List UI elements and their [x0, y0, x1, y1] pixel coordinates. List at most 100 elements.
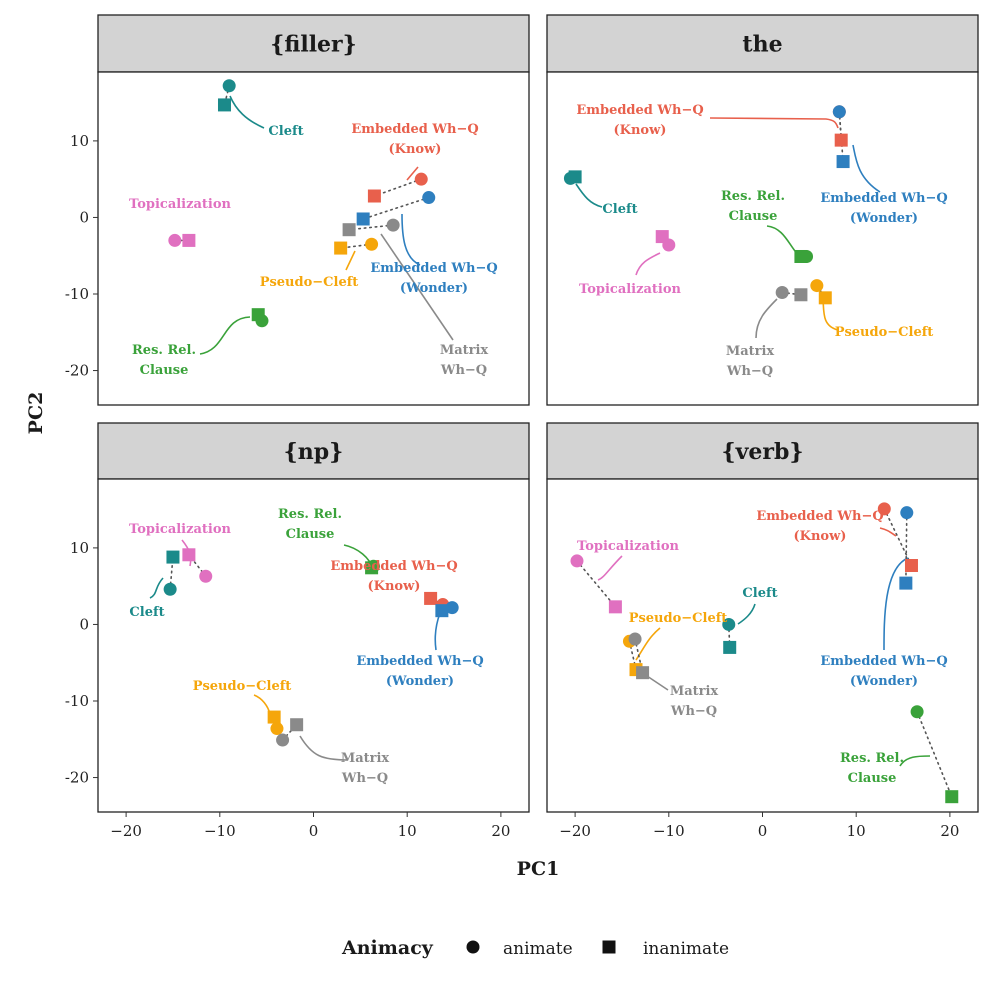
y-tick-label: 0 [79, 615, 89, 633]
embedded-wh-q-know-inanimate-point [834, 133, 848, 147]
res-rel-clause-pair-connector [916, 710, 953, 798]
embedded-wh-q-wonder-leader-line [401, 213, 421, 266]
matrix-wh-q-label: Matrix Wh−Q [341, 751, 390, 786]
y-tick-label: 0 [79, 208, 89, 226]
matrix-wh-q-label-line: Wh−Q [726, 364, 773, 379]
cleft-inanimate-point [723, 640, 737, 654]
embedded-wh-q-know-pair-connector [883, 508, 913, 567]
topicalization-label-line: Topicalization [129, 522, 232, 537]
embedded-wh-q-wonder-label-line: Embedded Wh−Q [370, 261, 497, 276]
facet-4-strip [546, 422, 979, 480]
matrix-wh-q-leader-line [646, 675, 669, 691]
res-rel-clause-leader-line [899, 755, 931, 767]
cleft-label-line: Cleft [602, 202, 637, 217]
matrix-wh-q-pair-connector [348, 224, 394, 231]
pseudo-cleft-inanimate-point [267, 710, 281, 724]
matrix-wh-q-label: Matrix Wh−Q [670, 684, 719, 719]
embedded-wh-q-wonder-label: Embedded Wh−Q (Wonder) [820, 654, 947, 689]
embedded-wh-q-wonder-inanimate-point [435, 604, 449, 618]
embedded-wh-q-know-inanimate-point [367, 189, 381, 203]
embedded-wh-q-wonder-label-line: (Wonder) [850, 211, 918, 226]
embedded-wh-q-wonder-label-line: Embedded Wh−Q [356, 654, 483, 669]
cleft-animate-point [163, 582, 177, 596]
matrix-wh-q-inanimate-point [794, 288, 808, 302]
legend: Animacy animate inanimate [341, 937, 729, 959]
embedded-wh-q-wonder-leader-line [852, 144, 881, 193]
embedded-wh-q-wonder-label: Embedded Wh−Q (Wonder) [370, 261, 497, 296]
embedded-wh-q-wonder-inanimate-point [836, 155, 850, 169]
embedded-wh-q-know-leader-line [879, 527, 897, 537]
matrix-wh-q-label-line: Matrix [341, 751, 390, 766]
embedded-wh-q-wonder-label-line: Embedded Wh−Q [820, 191, 947, 206]
facet-3-title: {np} [284, 439, 344, 465]
y-tick-label: -10 [65, 285, 89, 303]
embedded-wh-q-wonder-leader-line [883, 557, 909, 651]
y-tick-label: -10 [65, 692, 89, 710]
matrix-wh-q-label: Matrix Wh−Q [440, 343, 489, 378]
legend-title: Animacy [341, 937, 434, 959]
facet-1-strip [97, 14, 530, 73]
res-rel-clause-leader-line [199, 316, 251, 355]
x-tick-label: 10 [847, 822, 866, 840]
res-rel-clause-animate-point [366, 559, 380, 573]
res-rel-clause-animate-point [255, 314, 269, 328]
topicalization-label-line: Topicalization [129, 197, 232, 212]
embedded-wh-q-wonder-animate-point [832, 105, 846, 119]
cleft-leader-line [149, 577, 164, 599]
matrix-wh-q-label-line: Wh−Q [440, 363, 487, 378]
x-tick-label: 10 [398, 822, 417, 840]
pseudo-cleft-label: Pseudo−Cleft [629, 611, 728, 626]
matrix-wh-q-animate-point [628, 632, 642, 646]
pseudo-cleft-label-line: Pseudo−Cleft [193, 679, 292, 694]
res-rel-clause-animate-point [800, 249, 814, 263]
embedded-wh-q-know-label: Embedded Wh−Q (Know) [330, 559, 457, 594]
cleft-label-line: Cleft [268, 124, 303, 139]
embedded-wh-q-wonder-label-line: Embedded Wh−Q [820, 654, 947, 669]
facet-2-panel: the Embedded Wh−Q (Know) Embedded Wh−Q (Wond… [546, 14, 979, 406]
facet-4-frame [546, 478, 979, 813]
topicalization-inanimate-point [182, 233, 196, 247]
cleft-label: Cleft [129, 605, 164, 620]
topicalization-animate-point [570, 554, 584, 568]
cleft-animate-point [222, 79, 236, 93]
y-tick-label: 10 [70, 539, 89, 557]
matrix-wh-q-inanimate-point [636, 666, 650, 680]
embedded-wh-q-know-label-line: (Know) [368, 579, 421, 594]
embedded-wh-q-wonder-pair-connector [362, 196, 430, 220]
embedded-wh-q-wonder-label: Embedded Wh−Q (Wonder) [356, 654, 483, 689]
res-rel-clause-label-line: Clause [729, 209, 778, 224]
pseudo-cleft-leader-line [635, 627, 661, 661]
embedded-wh-q-wonder-inanimate-point [899, 576, 913, 590]
pseudo-cleft-inanimate-point [818, 291, 832, 305]
res-rel-clause-inanimate-point [945, 790, 959, 804]
res-rel-clause-label-line: Res. Rel. [840, 751, 904, 766]
embedded-wh-q-know-label-line: Embedded Wh−Q [756, 509, 883, 524]
topicalization-inanimate-point [182, 548, 196, 562]
pseudo-cleft-label: Pseudo−Cleft [193, 679, 292, 694]
embedded-wh-q-wonder-animate-point [422, 191, 436, 205]
pseudo-cleft-animate-point [365, 237, 379, 251]
matrix-wh-q-inanimate-point [290, 718, 304, 732]
embedded-wh-q-know-label-line: (Know) [794, 529, 847, 544]
x-tick-label: 0 [758, 822, 768, 840]
embedded-wh-q-wonder-pair-connector [905, 511, 908, 584]
x-tick-label: −10 [653, 822, 685, 840]
matrix-wh-q-animate-point [386, 218, 400, 232]
cleft-pair-connector [727, 623, 731, 649]
cleft-animate-point [563, 171, 577, 185]
x-tick-label: −20 [110, 822, 142, 840]
res-rel-clause-label-line: Res. Rel. [278, 507, 342, 522]
embedded-wh-q-know-inanimate-point [424, 591, 438, 605]
facet-3-strip [97, 422, 530, 480]
matrix-wh-q-label-line: Wh−Q [670, 704, 717, 719]
pseudo-cleft-label-line: Pseudo−Cleft [835, 325, 934, 340]
res-rel-clause-label-line: Res. Rel. [721, 189, 785, 204]
topicalization-inanimate-point [608, 600, 622, 614]
facet-2-frame [546, 71, 979, 406]
topicalization-label: Topicalization [577, 539, 680, 554]
matrix-wh-q-animate-point [775, 285, 789, 299]
facet-2-strip [546, 14, 979, 73]
res-rel-clause-label-line: Clause [140, 363, 189, 378]
